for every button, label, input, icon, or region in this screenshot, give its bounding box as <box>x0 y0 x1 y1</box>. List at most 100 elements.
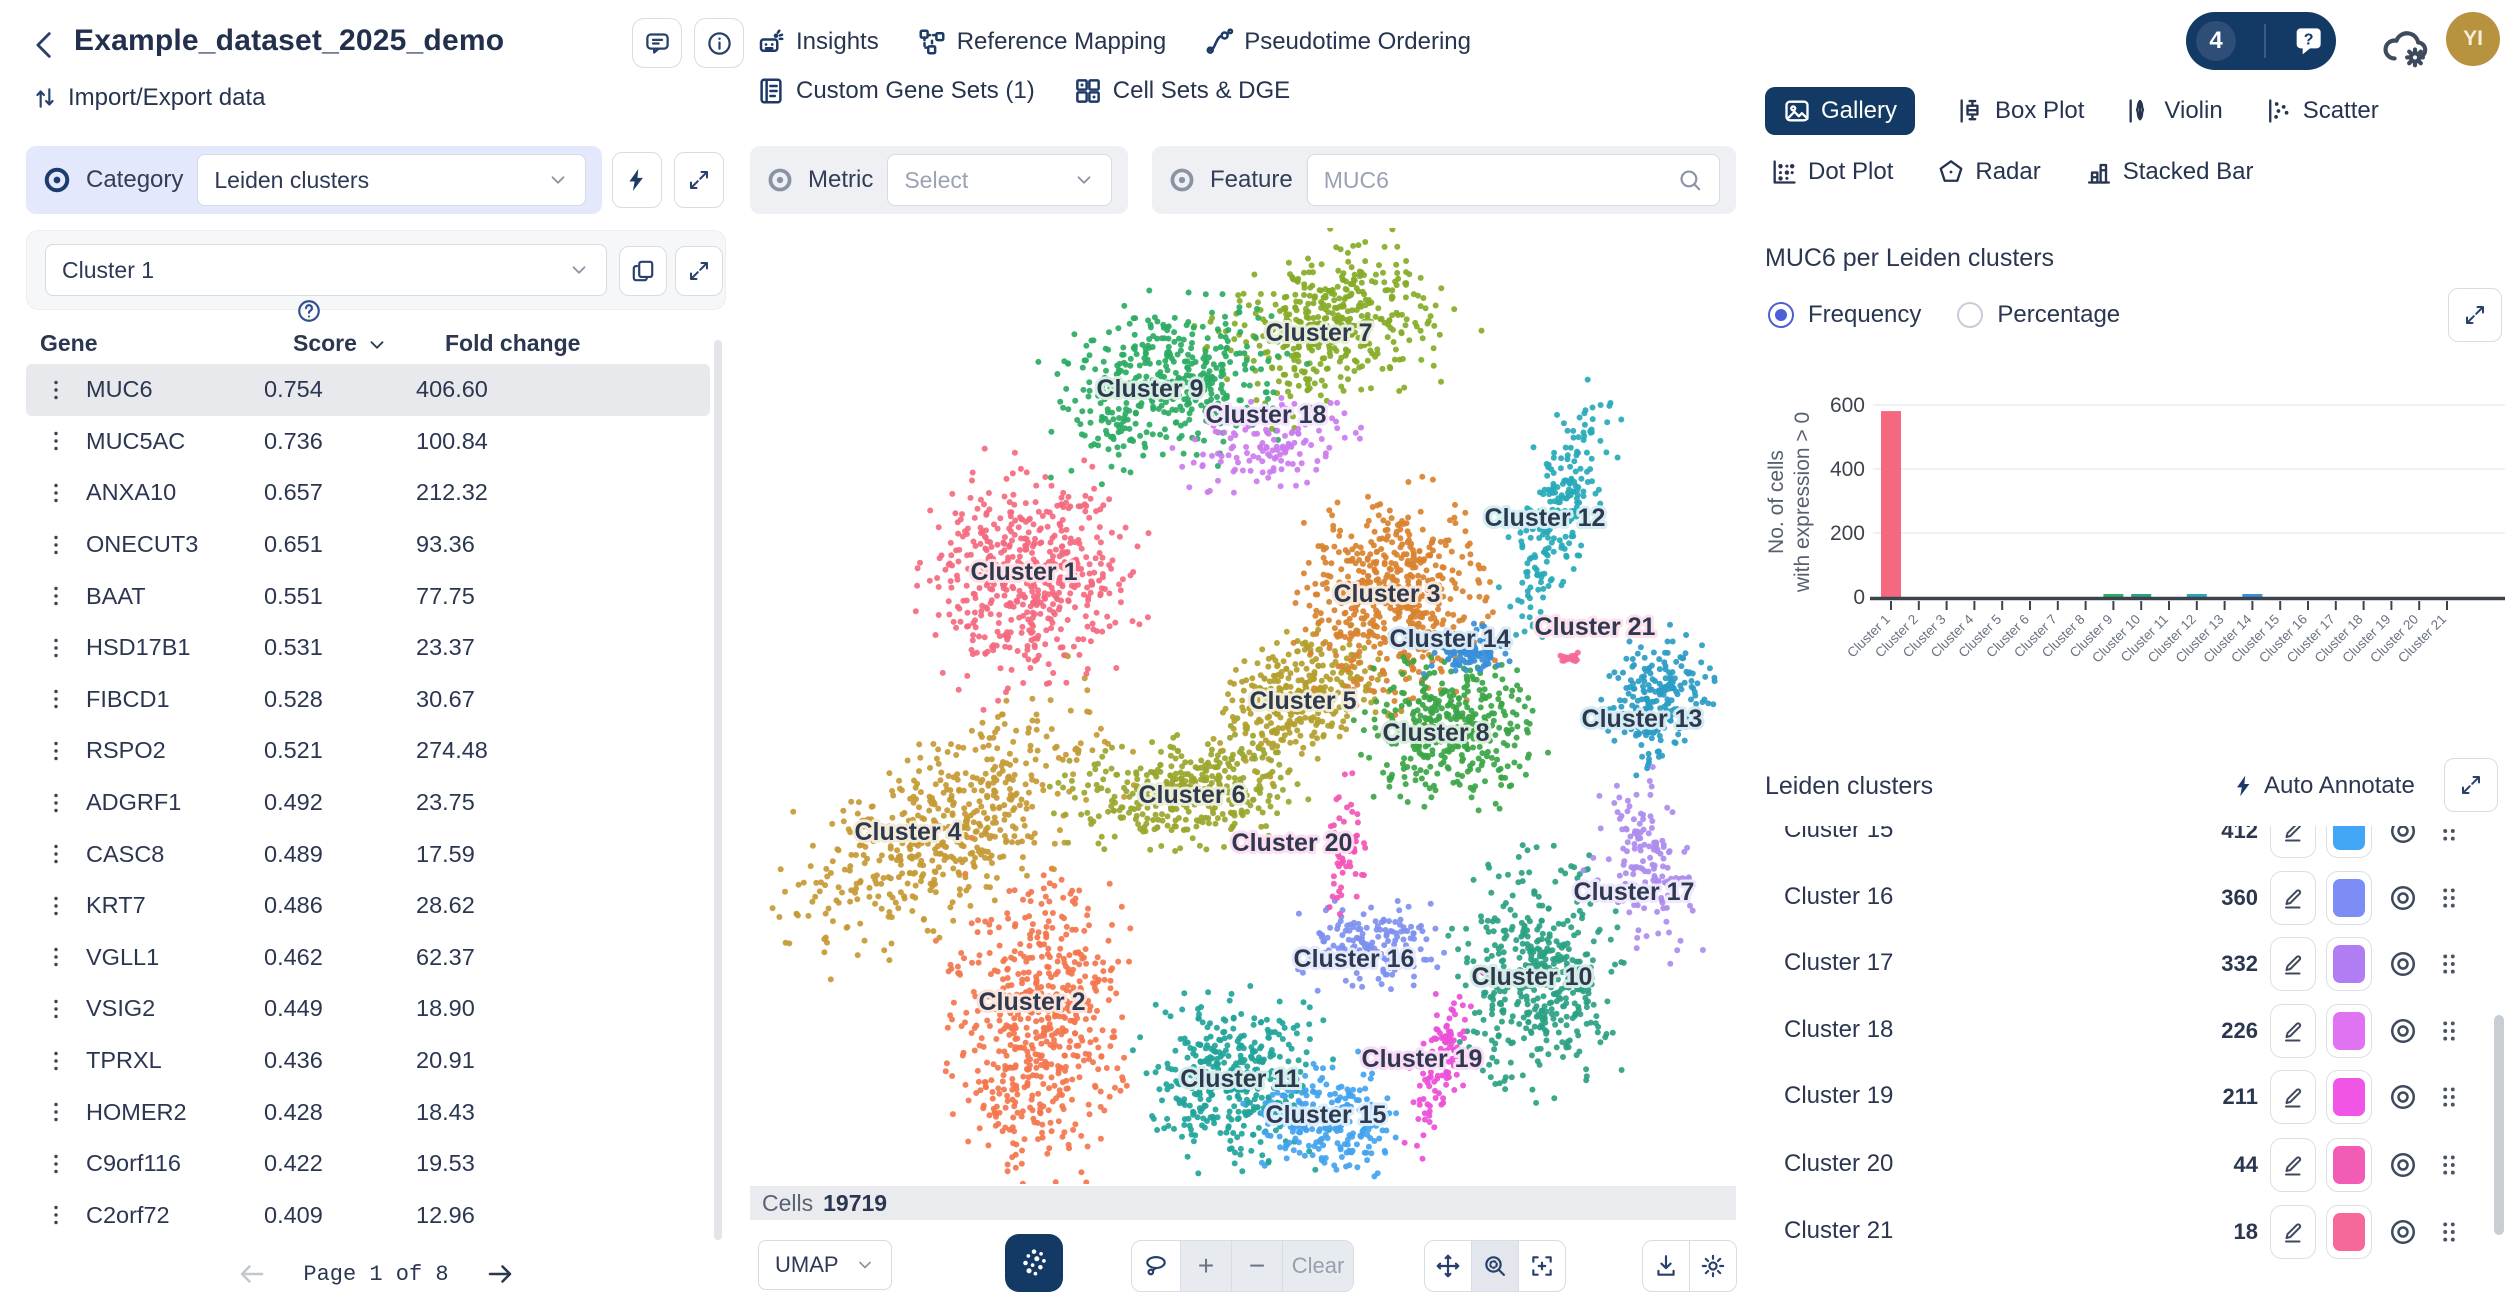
download-plot-button[interactable] <box>1643 1241 1689 1291</box>
row-menu-icon[interactable] <box>26 481 86 505</box>
tab-violin[interactable]: Violin <box>2126 97 2223 125</box>
drag-handle[interactable] <box>2436 1152 2462 1183</box>
toggle-visibility-button[interactable] <box>2388 1217 2418 1252</box>
resample-dots-button[interactable] <box>1005 1234 1063 1292</box>
metric-select[interactable]: Select <box>887 154 1112 206</box>
help-pill[interactable]: 4 ? <box>2186 12 2336 70</box>
row-menu-icon[interactable] <box>26 1049 86 1073</box>
row-menu-icon[interactable] <box>26 533 86 557</box>
rename-cluster-button[interactable] <box>2270 1138 2316 1192</box>
table-row[interactable]: CASC8 0.489 17.59 <box>26 828 710 880</box>
tab-box-plot[interactable]: Box Plot <box>1957 97 2084 125</box>
sort-chevron-icon[interactable] <box>366 334 388 356</box>
row-menu-icon[interactable] <box>26 636 86 660</box>
frequency-radio[interactable] <box>1768 302 1794 328</box>
row-menu-icon[interactable] <box>26 378 86 402</box>
table-row[interactable]: VGLL1 0.462 62.37 <box>26 932 710 984</box>
nav-item-custom-gene-sets-1-[interactable]: Custom Gene Sets (1) <box>756 76 1035 106</box>
category-expand-button[interactable] <box>674 152 724 208</box>
col-header-gene[interactable]: Gene <box>40 330 98 356</box>
drag-handle[interactable] <box>2436 1219 2462 1250</box>
back-icon[interactable] <box>28 28 62 62</box>
col-header-score[interactable]: Score <box>293 330 357 356</box>
clear-selection-button[interactable]: Clear <box>1282 1241 1353 1291</box>
copy-button[interactable] <box>619 246 667 296</box>
gene-table-scrollbar[interactable] <box>714 340 722 1240</box>
table-row[interactable]: HSD17B1 0.531 23.37 <box>26 622 710 674</box>
cluster-row[interactable]: Cluster 19 211 <box>1760 1068 2504 1126</box>
tab-stacked-bar[interactable]: Stacked Bar <box>2085 158 2253 186</box>
toggle-visibility-button[interactable] <box>2388 1150 2418 1185</box>
cluster-color-button[interactable] <box>2326 826 2372 858</box>
toggle-visibility-button[interactable] <box>2388 949 2418 984</box>
metric-visibility-icon[interactable] <box>766 166 794 194</box>
table-row[interactable]: ADGRF1 0.492 23.75 <box>26 777 710 829</box>
nav-item-reference-mapping[interactable]: Reference Mapping <box>917 27 1166 57</box>
tab-gallery[interactable]: Gallery <box>1765 87 1916 135</box>
table-row[interactable]: KRT7 0.486 28.62 <box>26 880 710 932</box>
cluster-color-button[interactable] <box>2326 937 2372 991</box>
toggle-visibility-button[interactable] <box>2388 1016 2418 1051</box>
toggle-visibility-button[interactable] <box>2388 1082 2418 1117</box>
lasso-tool-button[interactable] <box>1132 1241 1180 1291</box>
zoom-in-button[interactable]: + <box>1180 1241 1231 1291</box>
zoom-out-button[interactable]: − <box>1231 1241 1282 1291</box>
cluster-row[interactable]: Cluster 21 18 <box>1760 1203 2504 1261</box>
cluster-row[interactable]: Cluster 17 332 <box>1760 935 2504 993</box>
col-header-fold-change[interactable]: Fold change <box>445 330 581 356</box>
nav-item-cell-sets-dge[interactable]: Cell Sets & DGE <box>1073 76 1290 106</box>
table-row[interactable]: BAAT 0.551 77.75 <box>26 570 710 622</box>
row-menu-icon[interactable] <box>26 791 86 815</box>
row-menu-icon[interactable] <box>26 1203 86 1227</box>
rename-cluster-button[interactable] <box>2270 1004 2316 1058</box>
help-chat-icon[interactable]: ? <box>2294 25 2326 57</box>
feature-search-input[interactable]: MUC6 <box>1306 154 1720 206</box>
tab-dot-plot[interactable]: Dot Plot <box>1770 158 1893 186</box>
table-row[interactable]: FIBCD1 0.528 30.67 <box>26 674 710 726</box>
cluster-color-button[interactable] <box>2326 1004 2372 1058</box>
next-page-icon[interactable] <box>485 1259 515 1289</box>
row-menu-icon[interactable] <box>26 1152 86 1176</box>
score-help-icon[interactable] <box>296 298 322 324</box>
feature-visibility-icon[interactable] <box>1168 166 1196 194</box>
rename-cluster-button[interactable] <box>2270 1205 2316 1259</box>
cluster-list-expand-button[interactable] <box>2444 758 2498 812</box>
nav-item-pseudotime-ordering[interactable]: Pseudotime Ordering <box>1204 27 1471 57</box>
table-row[interactable]: ANXA10 0.657 212.32 <box>26 467 710 519</box>
projection-select[interactable]: UMAP <box>758 1240 892 1290</box>
cluster-row[interactable]: Cluster 15 412 <box>1760 826 2504 860</box>
tab-scatter[interactable]: Scatter <box>2265 97 2379 125</box>
row-menu-icon[interactable] <box>26 584 86 608</box>
cluster-row[interactable]: Cluster 18 226 <box>1760 1002 2504 1060</box>
table-row[interactable]: C2orf72 0.409 12.96 <box>26 1190 710 1242</box>
row-menu-icon[interactable] <box>26 894 86 918</box>
row-menu-icon[interactable] <box>26 997 86 1021</box>
pan-tool-button[interactable] <box>1425 1241 1471 1291</box>
cluster-row[interactable]: Cluster 16 360 <box>1760 869 2504 927</box>
tab-radar[interactable]: Radar <box>1937 158 2041 186</box>
row-menu-icon[interactable] <box>26 945 86 969</box>
drag-handle[interactable] <box>2436 885 2462 916</box>
search-icon[interactable] <box>1677 167 1703 193</box>
table-row[interactable]: ONECUT3 0.651 93.36 <box>26 519 710 571</box>
rename-cluster-button[interactable] <box>2270 1070 2316 1124</box>
cluster-row[interactable]: Cluster 20 44 <box>1760 1136 2504 1194</box>
frequency-radio-label[interactable]: Frequency <box>1808 301 1922 328</box>
cluster-color-button[interactable] <box>2326 1070 2372 1124</box>
info-button[interactable] <box>694 18 744 68</box>
prev-page-icon[interactable] <box>237 1259 267 1289</box>
zoom-area-button[interactable] <box>1471 1241 1518 1291</box>
table-row[interactable]: VSIG2 0.449 18.90 <box>26 983 710 1035</box>
table-row[interactable]: TPRXL 0.436 20.91 <box>26 1035 710 1087</box>
percentage-radio-label[interactable]: Percentage <box>1997 301 2121 328</box>
rename-cluster-button[interactable] <box>2270 871 2316 925</box>
drag-handle[interactable] <box>2436 826 2462 849</box>
drag-handle[interactable] <box>2436 951 2462 982</box>
auto-annotate-button[interactable]: Auto Annotate <box>2232 772 2415 800</box>
percentage-radio[interactable] <box>1957 302 1984 328</box>
drag-handle[interactable] <box>2436 1018 2462 1049</box>
avatar[interactable]: YI <box>2446 12 2500 66</box>
toggle-visibility-button[interactable] <box>2388 883 2418 918</box>
cluster-color-button[interactable] <box>2326 1138 2372 1192</box>
